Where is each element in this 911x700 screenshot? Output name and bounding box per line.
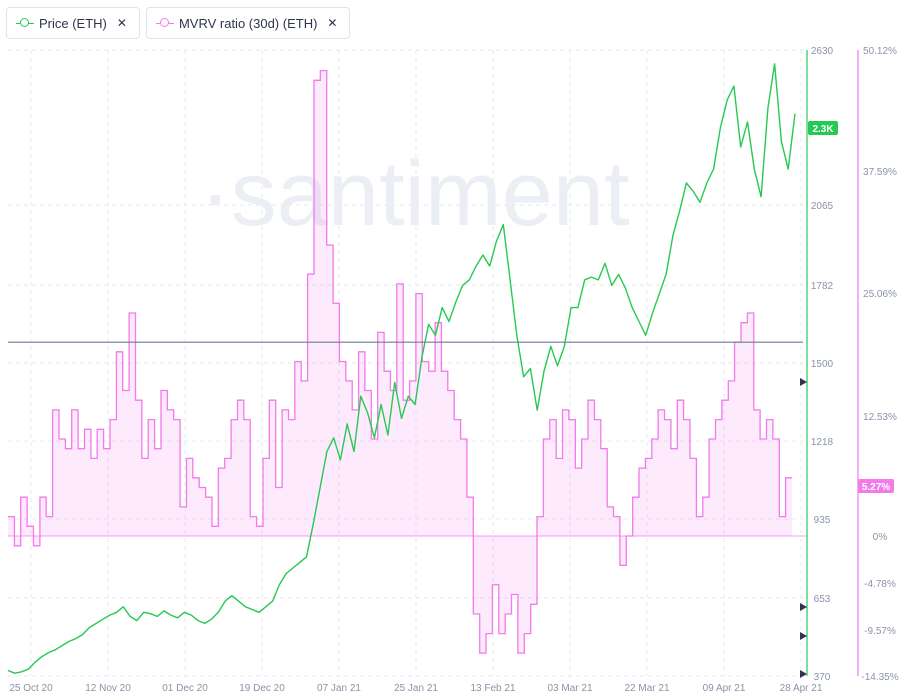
mvrv-series bbox=[8, 69, 806, 654]
axis-marker-icon bbox=[800, 670, 807, 678]
grid bbox=[8, 49, 806, 677]
line-marker-icon bbox=[155, 18, 174, 27]
axes: 25 Oct 20 12 Nov 20 01 Dec 20 19 Dec 20 07 J… bbox=[9, 46, 898, 694]
legend-item-mvrv[interactable]: MVRV ratio (30d) (ETH) ✕ bbox=[145, 7, 351, 39]
watermark: ·santiment bbox=[200, 143, 630, 245]
axis-marker-icon bbox=[800, 378, 807, 386]
mvrv-tick-label: 50.12% bbox=[863, 46, 897, 57]
x-tick-label: 01 Dec 20 bbox=[162, 683, 208, 694]
x-tick-label: 28 Apr 21 bbox=[780, 683, 823, 694]
price-tick-label: 2065 bbox=[811, 201, 834, 212]
price-badge-bg bbox=[808, 121, 838, 135]
legend-label: MVRV ratio (30d) (ETH) bbox=[178, 15, 318, 31]
mvrv-tick-label: 37.59% bbox=[863, 167, 897, 178]
x-tick-label: 12 Nov 20 bbox=[85, 683, 131, 694]
mvrv-area bbox=[8, 70, 792, 654]
mvrv-tick-label: 0% bbox=[873, 532, 888, 543]
mvrv-tick-label: 25.06% bbox=[863, 289, 897, 300]
price-tick-label: 370 bbox=[814, 672, 831, 683]
price-line bbox=[7, 63, 796, 674]
mvrv-tick-label: -4.78% bbox=[864, 579, 896, 590]
x-tick-label: 19 Dec 20 bbox=[239, 683, 285, 694]
mvrv-tick-label: -9.57% bbox=[864, 626, 896, 637]
price-tick-label: 1782 bbox=[811, 281, 834, 292]
x-tick-label: 13 Feb 21 bbox=[470, 683, 515, 694]
close-icon[interactable]: ✕ bbox=[116, 16, 127, 30]
price-tick-label: 935 bbox=[814, 515, 831, 526]
axis-marker-icon bbox=[800, 632, 807, 640]
mvrv-tick-label: 12.53% bbox=[863, 412, 897, 423]
badges: 2.3K 5.27% bbox=[808, 121, 894, 493]
price-tick-label: 653 bbox=[814, 594, 831, 605]
x-tick-label: 22 Mar 21 bbox=[624, 683, 669, 694]
price-badge: 2.3K bbox=[812, 124, 834, 135]
close-icon[interactable]: ✕ bbox=[327, 16, 338, 30]
price-tick-label: 1218 bbox=[811, 437, 834, 448]
mvrv-badge: 5.27% bbox=[862, 482, 890, 493]
axis-marker-icon bbox=[800, 603, 807, 611]
x-tick-label: 03 Mar 21 bbox=[547, 683, 592, 694]
mvrv-line bbox=[8, 69, 792, 654]
mvrv-tick-label: -14.35% bbox=[861, 672, 898, 683]
x-tick-label: 25 Oct 20 bbox=[9, 683, 53, 694]
x-tick-label: 25 Jan 21 bbox=[394, 683, 438, 694]
price-tick-label: 2630 bbox=[811, 46, 834, 57]
legend-item-price[interactable]: Price (ETH) ✕ bbox=[6, 7, 140, 39]
x-tick-label: 07 Jan 21 bbox=[317, 683, 361, 694]
legend-label: Price (ETH) bbox=[39, 15, 107, 31]
x-tick-label: 09 Apr 21 bbox=[703, 683, 746, 694]
legend: Price (ETH) ✕ MVRV ratio (30d) (ETH) ✕ bbox=[6, 7, 351, 39]
line-marker-icon bbox=[16, 18, 34, 27]
mvrv-badge-bg bbox=[858, 479, 894, 493]
price-tick-label: 1500 bbox=[811, 359, 834, 370]
price-series bbox=[7, 63, 796, 674]
